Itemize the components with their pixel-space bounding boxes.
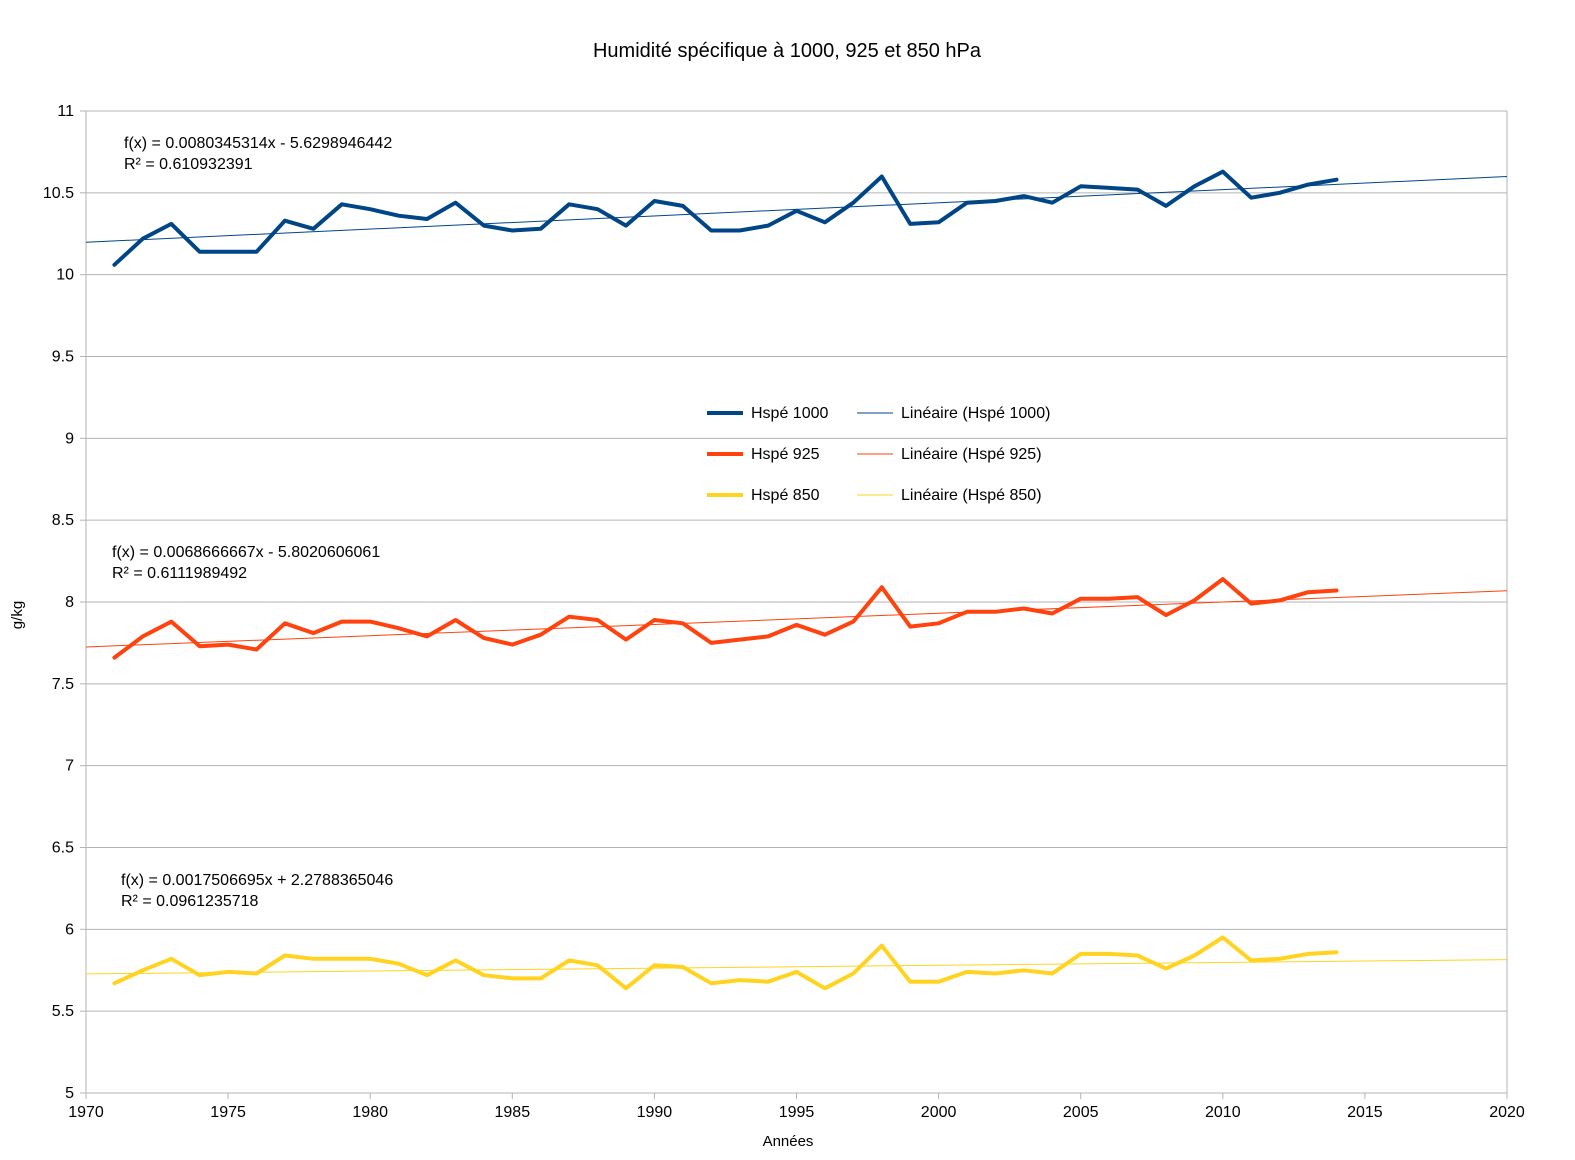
y-tick-label: 5 — [65, 1085, 74, 1102]
y-tick-label: 6.5 — [52, 840, 74, 857]
legend-label: Hspé 925 — [751, 446, 820, 463]
legend-label: Linéaire (Hspé 850) — [901, 487, 1042, 504]
series-line — [112, 169, 1339, 267]
x-tick-label: 1980 — [352, 1104, 388, 1121]
y-tick-label: 7.5 — [52, 676, 74, 693]
legend-label: Linéaire (Hspé 1000) — [901, 405, 1050, 422]
trendline-r2: R² = 0.6111989492 — [112, 565, 247, 582]
legend-label: Hspé 850 — [751, 487, 820, 504]
trendline-r2: R² = 0.610932391 — [124, 156, 253, 173]
y-tick-label: 6 — [65, 921, 74, 938]
y-tick-label: 8 — [65, 594, 74, 611]
y-tick-label: 5.5 — [52, 1003, 74, 1020]
x-tick-label: 1985 — [495, 1104, 531, 1121]
series-line — [112, 577, 1339, 660]
x-tick-label: 2015 — [1347, 1104, 1383, 1121]
trendline-equation: f(x) = 0.0080345314x - 5.6298946442 — [124, 135, 392, 152]
trendline-equation: f(x) = 0.0068666667x - 5.8020606061 — [112, 544, 380, 561]
x-tick-label: 2005 — [1063, 1104, 1099, 1121]
x-tick-label: 1995 — [779, 1104, 815, 1121]
x-tick-label: 2020 — [1489, 1104, 1525, 1121]
y-tick-label: 9 — [65, 430, 74, 447]
x-tick-label: 1975 — [210, 1104, 246, 1121]
series-lines — [112, 169, 1339, 991]
x-axis-title: Années — [763, 1133, 814, 1150]
x-tick-label: 2010 — [1205, 1104, 1241, 1121]
legend-label: Hspé 1000 — [751, 405, 828, 422]
trendline-equation: f(x) = 0.0017506695x + 2.2788365046 — [121, 872, 393, 889]
y-tick-label: 8.5 — [52, 512, 74, 529]
axes: 5 5.5 6 6.5 7 7.5 8 8.5 9 9.5 10 10.5 11 1970 1975 1980… — [43, 103, 1525, 1121]
x-tick-label: 1990 — [637, 1104, 673, 1121]
y-tick-label: 10 — [56, 267, 74, 284]
y-axis-title: g/kg — [9, 601, 26, 629]
y-tick-label: 7 — [65, 758, 74, 775]
legend: Hspé 1000 Hspé 925 Hspé 850 Linéaire (Hspé … — [707, 405, 1050, 504]
grid — [86, 110, 1507, 1094]
y-tick-label: 9.5 — [52, 349, 74, 366]
x-tick-label: 1970 — [68, 1104, 104, 1121]
series-line — [112, 935, 1339, 991]
trendline — [85, 959, 1508, 975]
x-tick-label: 2000 — [921, 1104, 957, 1121]
legend-label: Linéaire (Hspé 925) — [901, 446, 1042, 463]
trendline-r2: R² = 0.0961235718 — [121, 893, 259, 910]
chart-title: Humidité spécifique à 1000, 925 et 850 h… — [593, 40, 982, 62]
trendline-equations: f(x) = 0.0080345314x - 5.6298946442 R² = … — [112, 135, 393, 910]
y-tick-label: 11 — [57, 103, 74, 120]
y-tick-label: 10.5 — [43, 185, 74, 202]
